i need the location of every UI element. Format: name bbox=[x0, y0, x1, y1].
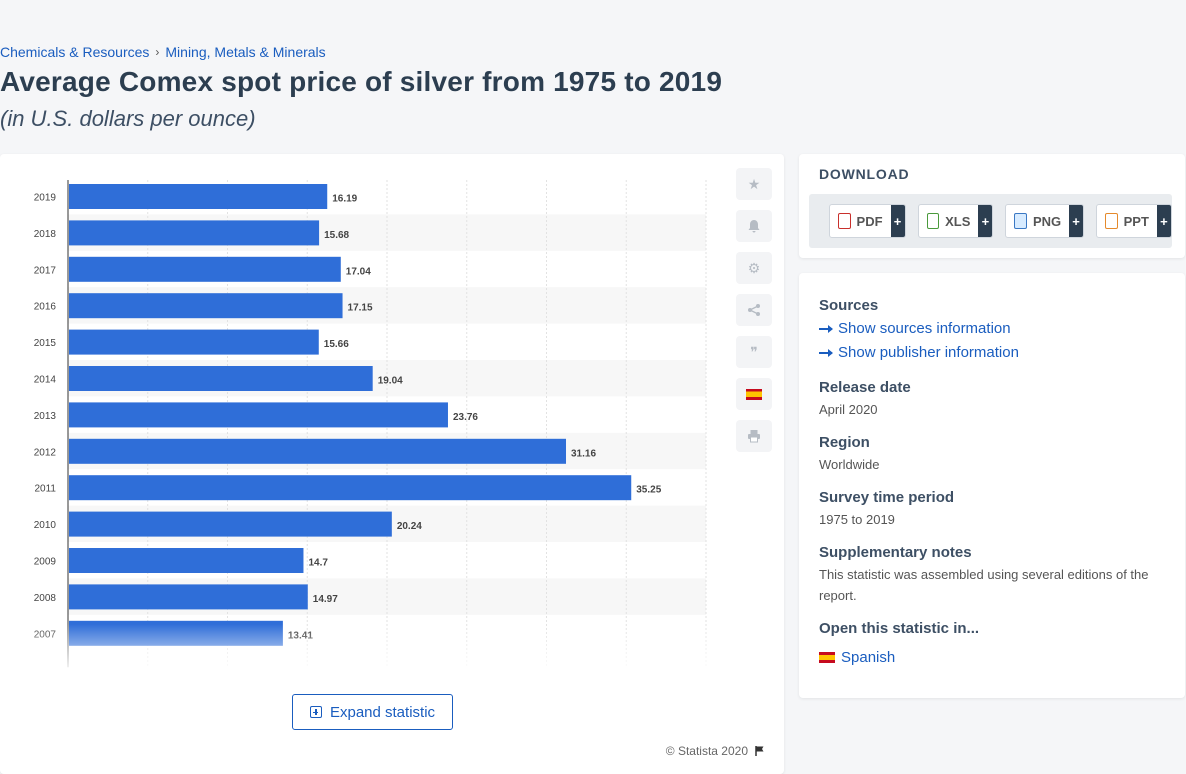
open-statistic-title: Open this statistic in... bbox=[819, 620, 980, 637]
y-tick-label: 2016 bbox=[34, 302, 57, 313]
bar bbox=[69, 366, 373, 391]
share-icon[interactable] bbox=[736, 294, 772, 326]
chart-fade-overlay bbox=[0, 624, 720, 684]
y-tick-label: 2019 bbox=[34, 193, 57, 204]
data-label: 17.04 bbox=[346, 266, 371, 277]
show-publisher-link[interactable]: Show publisher information bbox=[819, 344, 1019, 361]
data-label: 15.68 bbox=[324, 230, 349, 241]
expand-label: Expand statistic bbox=[329, 703, 436, 721]
bar bbox=[69, 184, 328, 209]
quote-icon[interactable]: ❞ bbox=[736, 336, 772, 368]
data-label: 35.25 bbox=[636, 485, 661, 496]
chart-card: 2019 16.19 2018 15.68 2017 17.04 2016 17.15 2015… bbox=[0, 154, 784, 774]
download-card: DOWNLOAD PDF + XLS + PNG + PPT + bbox=[799, 154, 1185, 258]
top-bar bbox=[0, 0, 1186, 36]
bar bbox=[69, 584, 308, 610]
survey-period-title: Survey time period bbox=[819, 489, 955, 506]
plus-icon: + bbox=[978, 205, 993, 237]
download-title: DOWNLOAD bbox=[819, 166, 910, 182]
data-label: 31.16 bbox=[571, 448, 596, 459]
y-tick-label: 2012 bbox=[34, 447, 57, 458]
show-publisher-label: Show publisher information bbox=[838, 344, 1019, 361]
notification-bell-icon[interactable] bbox=[736, 210, 772, 242]
spanish-flag-icon[interactable] bbox=[736, 378, 772, 410]
y-tick-label: 2011 bbox=[34, 484, 56, 495]
download-ppt-label: PPT bbox=[1123, 213, 1149, 229]
y-tick-label: 2013 bbox=[34, 411, 57, 422]
y-tick-label: 2008 bbox=[34, 593, 57, 604]
bar bbox=[69, 438, 567, 464]
copyright: © Statista 2020 bbox=[666, 744, 766, 758]
bar bbox=[69, 329, 319, 355]
data-label: 20.24 bbox=[397, 521, 422, 532]
region-value: Worldwide bbox=[819, 457, 880, 472]
data-label: 15.66 bbox=[324, 339, 349, 350]
copyright-text: © Statista 2020 bbox=[665, 744, 748, 758]
bar bbox=[69, 293, 343, 319]
page-subtitle: (in U.S. dollars per ounce) bbox=[0, 106, 256, 131]
y-tick-label: 2014 bbox=[34, 375, 57, 386]
breadcrumb: Chemicals & Resources › Mining, Metals &… bbox=[0, 44, 326, 60]
release-date-title: Release date bbox=[819, 379, 911, 396]
download-ppt-button[interactable]: PPT + bbox=[1096, 204, 1172, 238]
download-buttons: PDF + XLS + PNG + PPT + bbox=[809, 194, 1172, 248]
chart-toolbar: ★ ⚙ ❞ bbox=[736, 168, 772, 452]
plus-icon: + bbox=[890, 205, 905, 237]
png-file-icon bbox=[1014, 213, 1027, 229]
bar bbox=[69, 402, 448, 428]
favorite-star-icon[interactable]: ★ bbox=[736, 168, 772, 200]
supplementary-notes-value: This statistic was assembled using sever… bbox=[819, 567, 1149, 603]
expand-icon bbox=[309, 706, 322, 718]
download-png-label: PNG bbox=[1032, 213, 1062, 229]
download-pdf-button[interactable]: PDF + bbox=[829, 204, 906, 238]
y-tick-label: 2015 bbox=[34, 338, 57, 349]
y-tick-label: 2017 bbox=[34, 265, 57, 276]
plus-icon: + bbox=[1156, 205, 1171, 237]
show-sources-label: Show sources information bbox=[838, 320, 1011, 337]
open-in-spanish-link[interactable]: Spanish bbox=[819, 649, 895, 666]
survey-period-value: 1975 to 2019 bbox=[819, 512, 895, 527]
y-tick-label: 2009 bbox=[34, 557, 57, 568]
xls-file-icon bbox=[926, 213, 940, 229]
show-sources-link[interactable]: Show sources information bbox=[819, 320, 1011, 337]
bar bbox=[69, 511, 392, 537]
page-title: Average Comex spot price of silver from … bbox=[0, 66, 723, 97]
data-label: 14.7 bbox=[308, 558, 328, 569]
plus-icon: + bbox=[1069, 205, 1084, 237]
region-title: Region bbox=[819, 434, 870, 451]
breadcrumb-separator: › bbox=[155, 45, 160, 59]
download-pdf-label: PDF bbox=[856, 213, 883, 229]
flag-report-icon[interactable] bbox=[754, 745, 766, 757]
sources-title: Sources bbox=[819, 297, 879, 314]
breadcrumb-chemicals[interactable]: Chemicals & Resources bbox=[0, 44, 150, 60]
bar bbox=[69, 548, 304, 573]
bar-chart: 2019 16.19 2018 15.68 2017 17.04 2016 17.15 2015… bbox=[34, 180, 707, 668]
y-tick-label: 2010 bbox=[34, 520, 57, 531]
bar bbox=[69, 256, 341, 282]
data-label: 14.97 bbox=[313, 594, 338, 605]
info-card: Sources Show sources information Show pu… bbox=[799, 273, 1185, 698]
breadcrumb-mining[interactable]: Mining, Metals & Minerals bbox=[165, 44, 326, 60]
settings-gear-icon[interactable]: ⚙ bbox=[736, 252, 772, 284]
data-label: 16.19 bbox=[332, 194, 357, 205]
arrow-right-icon bbox=[819, 324, 833, 333]
data-label: 17.15 bbox=[348, 303, 373, 314]
download-xls-button[interactable]: XLS + bbox=[917, 204, 994, 238]
expand-statistic-button[interactable]: Expand statistic bbox=[292, 694, 453, 730]
data-label: 23.76 bbox=[453, 412, 478, 423]
bar bbox=[69, 220, 320, 246]
download-png-button[interactable]: PNG + bbox=[1005, 204, 1085, 238]
pdf-file-icon bbox=[838, 213, 851, 229]
release-date-value: April 2020 bbox=[819, 402, 878, 417]
bar bbox=[69, 475, 632, 501]
data-label: 19.04 bbox=[378, 376, 403, 387]
download-xls-label: XLS bbox=[945, 213, 971, 229]
supplementary-notes-title: Supplementary notes bbox=[819, 544, 972, 561]
arrow-right-icon bbox=[819, 348, 833, 357]
ppt-file-icon bbox=[1105, 213, 1118, 229]
spanish-flag-icon bbox=[819, 652, 835, 663]
print-icon[interactable] bbox=[736, 420, 772, 452]
open-language-label: Spanish bbox=[841, 649, 896, 666]
y-tick-label: 2018 bbox=[34, 229, 57, 240]
